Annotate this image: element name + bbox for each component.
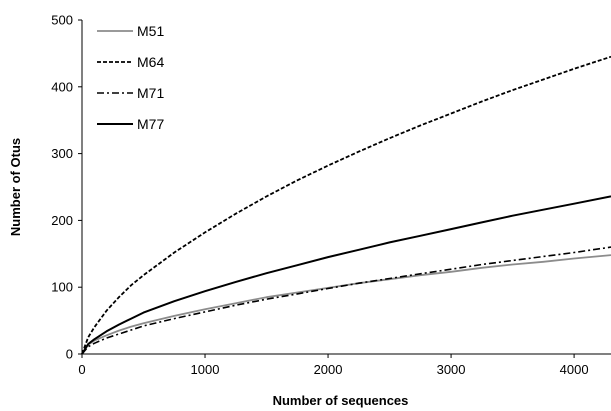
y-tick-label: 200 — [51, 213, 73, 228]
x-tick-label: 4000 — [560, 362, 589, 377]
x-tick-label: 1000 — [191, 362, 220, 377]
legend-label-m77: M77 — [137, 116, 164, 132]
series-line-m51 — [81, 254, 611, 355]
x-axis-title: Number of sequences — [273, 393, 409, 408]
series-lines — [81, 55, 611, 355]
legend-label-m64: M64 — [137, 54, 164, 70]
legend-label-m51: M51 — [137, 23, 164, 39]
x-tick-label: 0 — [78, 362, 85, 377]
legend-label-m71: M71 — [137, 85, 164, 101]
x-tick-label: 2000 — [314, 362, 343, 377]
ticks: 0 100 200 300 400 500 0 1000 2000 3000 4000 — [51, 13, 588, 378]
y-tick-label: 100 — [51, 280, 73, 295]
y-tick-label: 400 — [51, 79, 73, 94]
y-tick-label: 500 — [51, 13, 73, 28]
series-line-m71 — [81, 246, 611, 355]
series-line-m77 — [81, 195, 611, 355]
axes — [81, 20, 611, 355]
y-tick-label: 300 — [51, 146, 73, 161]
x-tick-label: 3000 — [437, 362, 466, 377]
y-tick-label: 0 — [66, 347, 73, 362]
legend: M51 M64 M71 M77 — [97, 23, 164, 132]
series-line-m64 — [81, 55, 611, 355]
y-axis-title: Number of Otus — [8, 138, 23, 236]
